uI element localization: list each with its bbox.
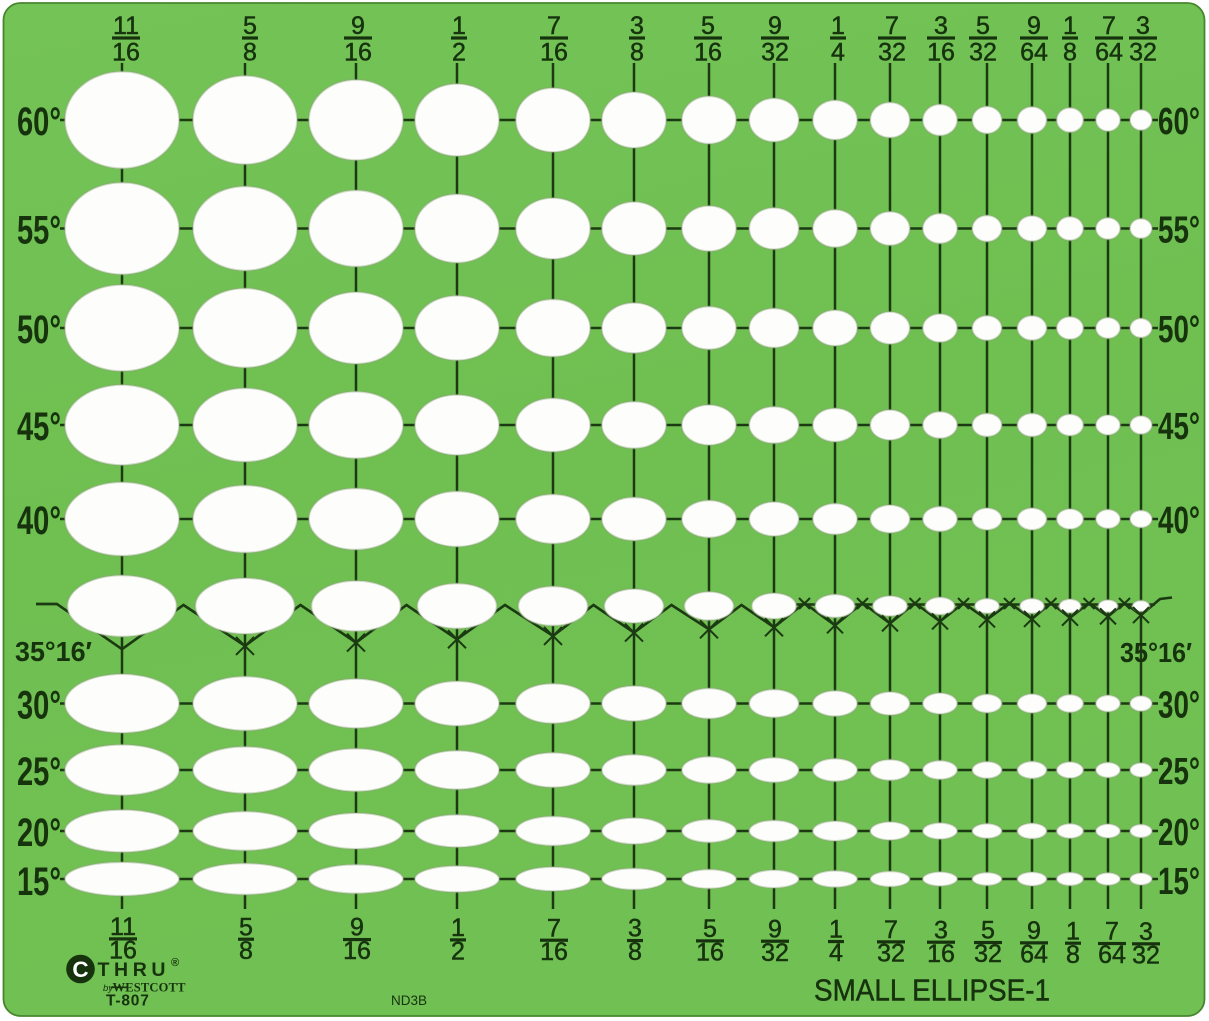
svg-text:5: 5 xyxy=(239,913,253,941)
svg-text:9: 9 xyxy=(768,915,782,943)
svg-text:8: 8 xyxy=(628,938,642,966)
svg-text:16: 16 xyxy=(109,937,137,965)
svg-text:15°: 15° xyxy=(17,860,61,904)
svg-text:8: 8 xyxy=(1063,39,1077,67)
svg-text:7: 7 xyxy=(884,916,898,944)
svg-text:16: 16 xyxy=(344,39,372,67)
svg-text:9: 9 xyxy=(350,914,364,942)
svg-text:35°16′: 35°16′ xyxy=(1120,637,1192,668)
svg-text:9: 9 xyxy=(351,12,365,40)
svg-text:ND3B: ND3B xyxy=(391,993,427,1008)
svg-text:40°: 40° xyxy=(1158,500,1200,542)
svg-text:32: 32 xyxy=(974,940,1002,968)
svg-text:11: 11 xyxy=(110,913,136,941)
svg-text:32: 32 xyxy=(1132,941,1160,969)
svg-text:5: 5 xyxy=(981,917,995,945)
svg-text:30°: 30° xyxy=(17,684,61,728)
svg-text:1: 1 xyxy=(829,916,843,944)
svg-text:16: 16 xyxy=(343,937,371,965)
svg-text:32: 32 xyxy=(969,39,997,67)
svg-text:11: 11 xyxy=(113,12,139,40)
svg-text:16: 16 xyxy=(927,940,955,968)
svg-text:16: 16 xyxy=(540,938,568,966)
svg-text:8: 8 xyxy=(243,39,257,67)
svg-text:64: 64 xyxy=(1098,941,1126,969)
svg-text:3: 3 xyxy=(934,12,948,40)
svg-text:55°: 55° xyxy=(1158,210,1200,252)
svg-text:32: 32 xyxy=(761,39,789,67)
svg-text:SMALL ELLIPSE-1: SMALL ELLIPSE-1 xyxy=(814,973,1050,1008)
svg-text:50°: 50° xyxy=(17,308,61,352)
svg-text:5: 5 xyxy=(703,915,717,943)
svg-text:8: 8 xyxy=(630,39,644,67)
svg-text:16: 16 xyxy=(927,39,955,67)
svg-text:16: 16 xyxy=(694,39,722,67)
svg-text:55°: 55° xyxy=(17,209,61,253)
svg-text:60°: 60° xyxy=(17,100,61,144)
svg-text:32: 32 xyxy=(878,39,906,67)
svg-text:C: C xyxy=(72,957,88,982)
svg-text:20°: 20° xyxy=(1158,812,1200,854)
svg-text:3: 3 xyxy=(628,915,642,943)
svg-text:15°: 15° xyxy=(1158,861,1200,903)
svg-text:1: 1 xyxy=(1066,917,1080,945)
svg-text:32: 32 xyxy=(877,939,905,967)
svg-text:8: 8 xyxy=(239,937,253,965)
svg-text:45°: 45° xyxy=(17,405,61,449)
svg-text:4: 4 xyxy=(829,939,843,967)
svg-text:7: 7 xyxy=(547,12,561,40)
svg-text:7: 7 xyxy=(885,12,899,40)
svg-text:32: 32 xyxy=(1129,39,1157,67)
svg-text:5: 5 xyxy=(976,12,990,40)
svg-text:1: 1 xyxy=(452,12,466,40)
svg-text:3: 3 xyxy=(630,12,644,40)
svg-text:WESTCOTT: WESTCOTT xyxy=(113,981,187,995)
svg-text:5: 5 xyxy=(701,12,715,40)
svg-text:32: 32 xyxy=(761,939,789,967)
svg-text:®: ® xyxy=(171,957,179,969)
svg-text:7: 7 xyxy=(1105,918,1119,946)
svg-text:16: 16 xyxy=(112,39,140,67)
svg-text:2: 2 xyxy=(452,39,466,67)
svg-text:7: 7 xyxy=(547,914,561,942)
svg-text:64: 64 xyxy=(1020,940,1048,968)
svg-text:25°: 25° xyxy=(1158,751,1200,793)
svg-text:1: 1 xyxy=(1063,12,1077,40)
svg-text:9: 9 xyxy=(768,12,782,40)
svg-text:50°: 50° xyxy=(1158,309,1200,351)
svg-text:T-807: T-807 xyxy=(106,993,150,1010)
svg-text:16: 16 xyxy=(696,938,724,966)
svg-text:60°: 60° xyxy=(1158,101,1200,143)
svg-text:3: 3 xyxy=(934,916,948,944)
svg-text:9: 9 xyxy=(1027,917,1041,945)
svg-text:3: 3 xyxy=(1139,918,1153,946)
svg-text:45°: 45° xyxy=(1158,406,1200,448)
svg-text:9: 9 xyxy=(1027,12,1041,40)
svg-text:4: 4 xyxy=(831,39,845,67)
svg-text:by: by xyxy=(103,983,114,994)
svg-text:5: 5 xyxy=(243,12,257,40)
svg-text:1: 1 xyxy=(451,914,465,942)
svg-text:2: 2 xyxy=(451,937,465,965)
svg-text:25°: 25° xyxy=(17,750,61,794)
svg-text:35°16′: 35°16′ xyxy=(15,636,92,667)
svg-text:20°: 20° xyxy=(17,811,61,855)
svg-text:3: 3 xyxy=(1136,12,1150,40)
svg-text:7: 7 xyxy=(1102,12,1116,40)
svg-text:8: 8 xyxy=(1066,941,1080,969)
svg-text:16: 16 xyxy=(540,39,568,67)
svg-text:1: 1 xyxy=(831,12,845,40)
svg-text:30°: 30° xyxy=(1158,685,1200,727)
svg-text:64: 64 xyxy=(1095,39,1123,67)
svg-text:64: 64 xyxy=(1020,39,1048,67)
svg-text:THRU: THRU xyxy=(98,959,171,981)
svg-text:40°: 40° xyxy=(17,499,61,543)
